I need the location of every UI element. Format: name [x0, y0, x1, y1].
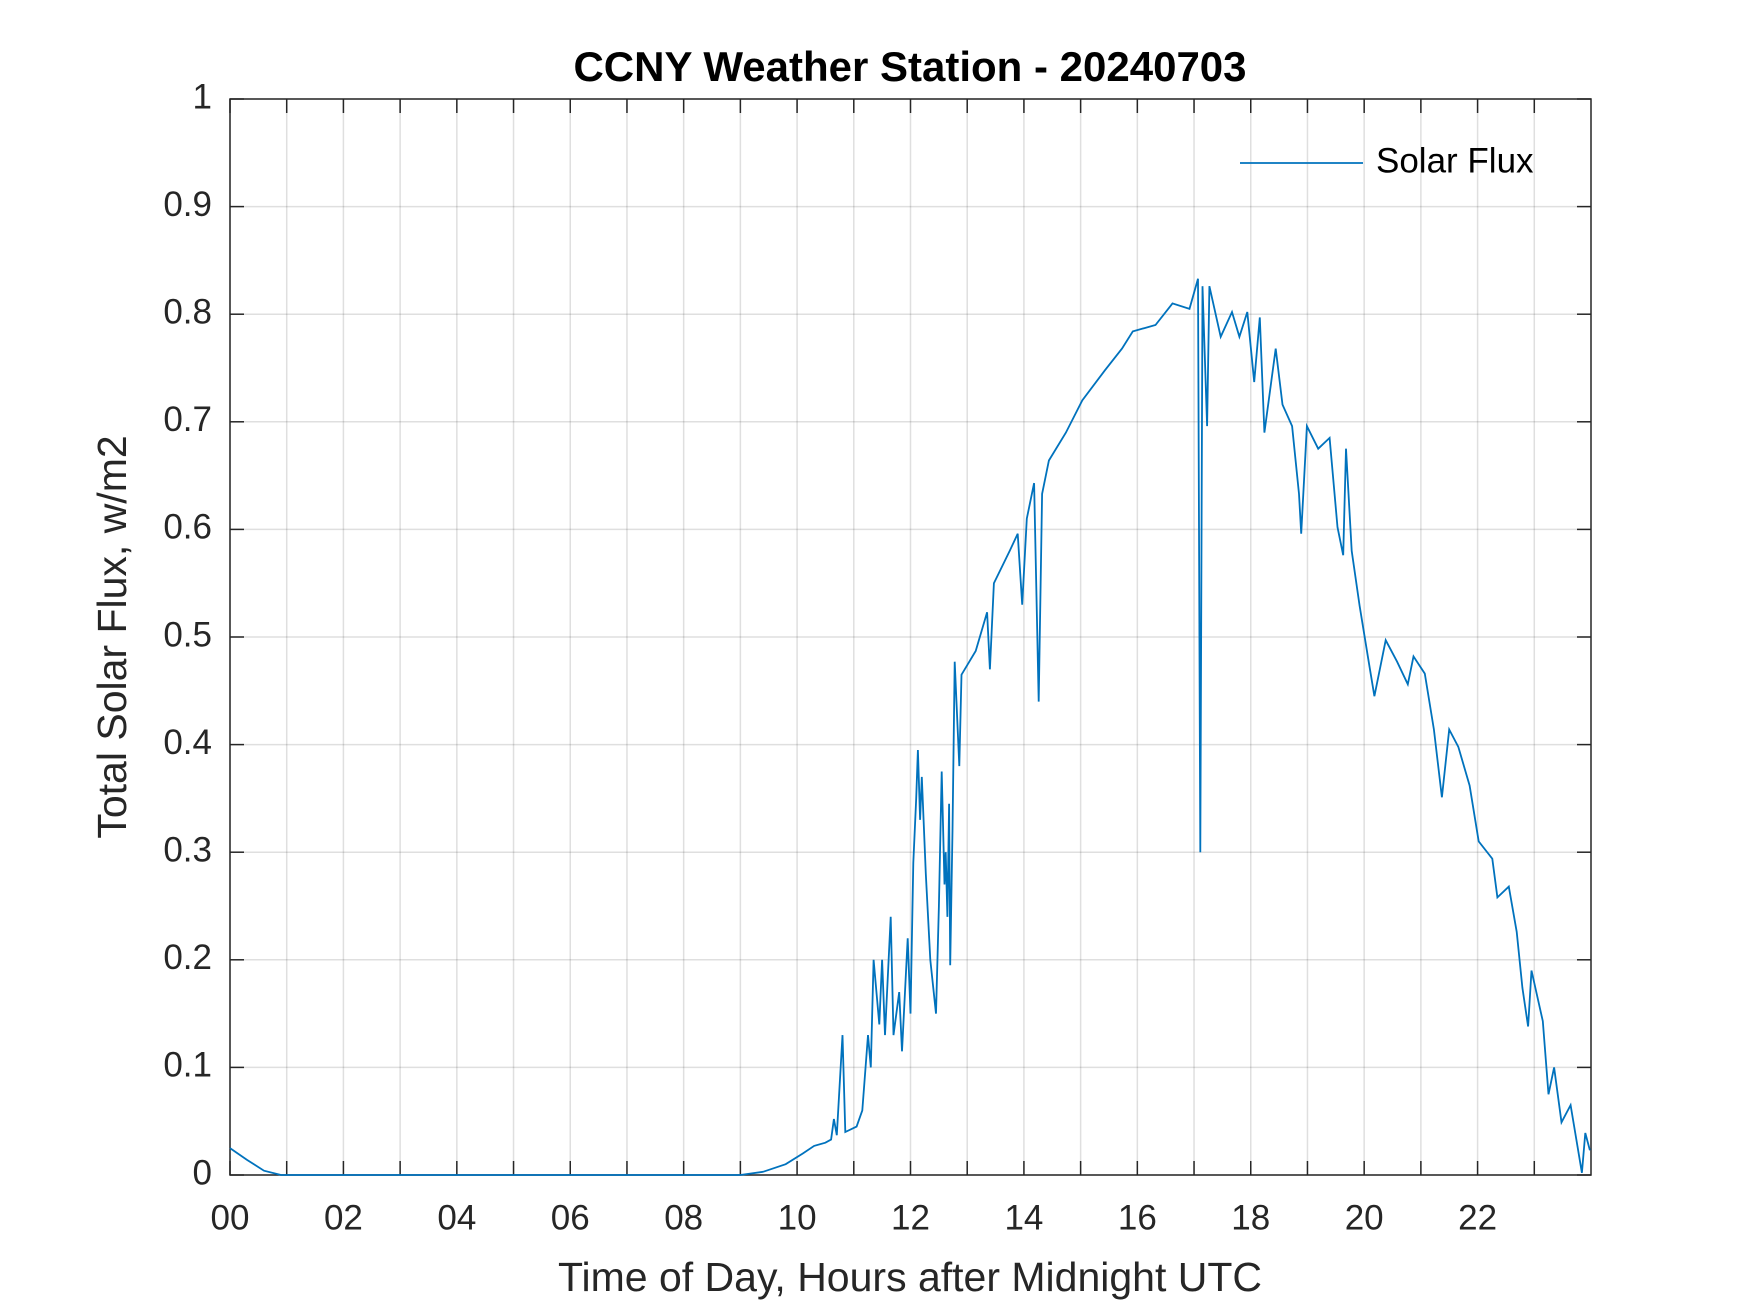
chart-title: CCNY Weather Station - 20240703 — [573, 43, 1246, 90]
y-tick-label: 0.3 — [163, 830, 212, 869]
y-tick-label: 1 — [193, 77, 212, 116]
y-tick-label: 0.2 — [163, 938, 212, 977]
x-tick-label: 10 — [778, 1198, 817, 1237]
y-tick-label: 0.4 — [163, 723, 212, 762]
x-tick-label: 02 — [324, 1198, 363, 1237]
x-tick-label: 22 — [1458, 1198, 1497, 1237]
x-tick-label: 18 — [1231, 1198, 1270, 1237]
x-tick-label: 04 — [437, 1198, 476, 1237]
y-tick-label: 0.1 — [163, 1046, 212, 1085]
x-tick-label: 14 — [1004, 1198, 1043, 1237]
data-line — [229, 278, 1591, 1176]
x-tick-label: 08 — [664, 1198, 703, 1237]
y-tick-label: 0 — [193, 1153, 212, 1192]
y-tick-label: 0.8 — [163, 292, 212, 331]
y-tick-label: 0.7 — [163, 400, 212, 439]
x-tick-label: 20 — [1345, 1198, 1384, 1237]
legend-label: Solar Flux — [1376, 141, 1534, 180]
x-axis-label: Time of Day, Hours after Midnight UTC — [558, 1254, 1262, 1300]
x-tick-label: 16 — [1118, 1198, 1157, 1237]
x-tick-label: 00 — [211, 1198, 250, 1237]
x-tick-label: 12 — [891, 1198, 930, 1237]
plot-frame — [229, 98, 1592, 1176]
y-tick-label: 0.5 — [163, 615, 212, 654]
y-axis-label: Total Solar Flux, w/m2 — [89, 435, 135, 838]
y-tick-label: 0.6 — [163, 508, 212, 547]
x-tick-label: 06 — [551, 1198, 590, 1237]
y-tick-label: 0.9 — [163, 185, 212, 224]
